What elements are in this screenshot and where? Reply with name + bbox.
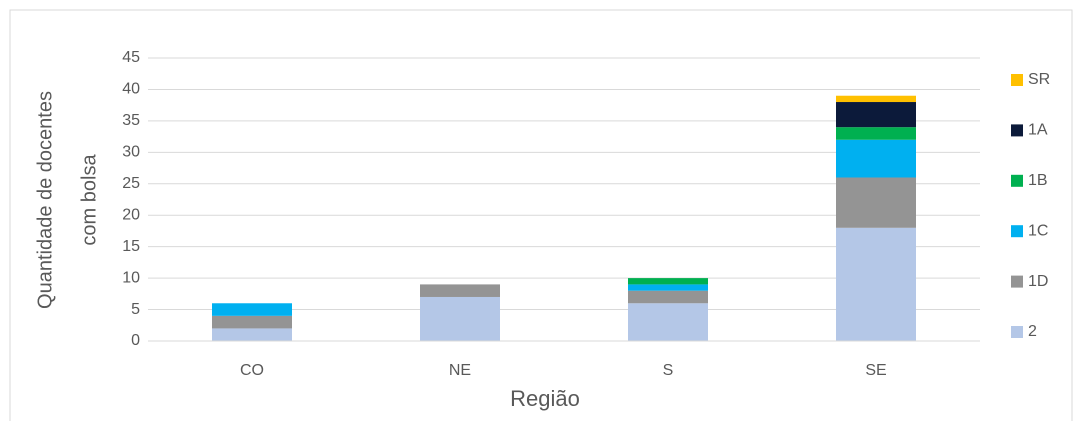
y-tick-label: 15: [122, 238, 140, 255]
legend-swatch: [1011, 275, 1023, 288]
bar-segment: [212, 303, 292, 316]
legend-swatch: [1011, 74, 1023, 86]
legend-label: 1B: [1028, 172, 1048, 189]
bar-segment: [420, 284, 500, 297]
bar-segment: [628, 303, 708, 341]
legend-label: 1D: [1028, 273, 1048, 290]
bar-segment: [836, 177, 916, 228]
y-tick-label: 5: [131, 301, 140, 318]
x-tick-label: NE: [449, 362, 471, 379]
y-tick-label: 30: [122, 144, 140, 161]
legend-label: 1C: [1028, 222, 1048, 239]
y-tick-label: 0: [131, 332, 140, 349]
bar-segment: [628, 278, 708, 285]
legend-label: 1A: [1028, 122, 1048, 139]
y-tick-label: 40: [122, 81, 140, 98]
bar-segment: [212, 328, 292, 341]
y-tick-label: 45: [122, 49, 140, 66]
legend-swatch: [1011, 174, 1023, 187]
x-axis-label: Região: [510, 386, 580, 411]
legend-label: SR: [1028, 71, 1050, 88]
bar-segment: [836, 102, 916, 128]
bar-segment: [628, 284, 708, 291]
bar-segment: [212, 315, 292, 329]
bar-segment: [420, 296, 500, 341]
legend-swatch: [1011, 326, 1023, 338]
y-tick-label: 25: [122, 175, 140, 192]
y-tick-label: 20: [122, 206, 140, 223]
chart-frame: [9, 9, 1073, 421]
y-axis-label: Quantidade de docentes: [34, 91, 56, 309]
x-tick-label: CO: [240, 362, 264, 379]
y-tick-label: 10: [122, 269, 140, 286]
legend-swatch: [1011, 124, 1023, 137]
bar-segment: [836, 139, 916, 178]
bar-segment: [836, 95, 916, 103]
legend-label: 2: [1028, 323, 1037, 340]
bar-segment: [836, 227, 916, 341]
bar-segment: [628, 290, 708, 304]
x-tick-label: S: [663, 362, 674, 379]
y-tick-label: 35: [122, 112, 140, 129]
y-axis-label: com bolsa: [78, 154, 100, 246]
bar-segment: [836, 127, 916, 140]
x-tick-label: SE: [865, 362, 886, 379]
legend-swatch: [1011, 225, 1023, 238]
